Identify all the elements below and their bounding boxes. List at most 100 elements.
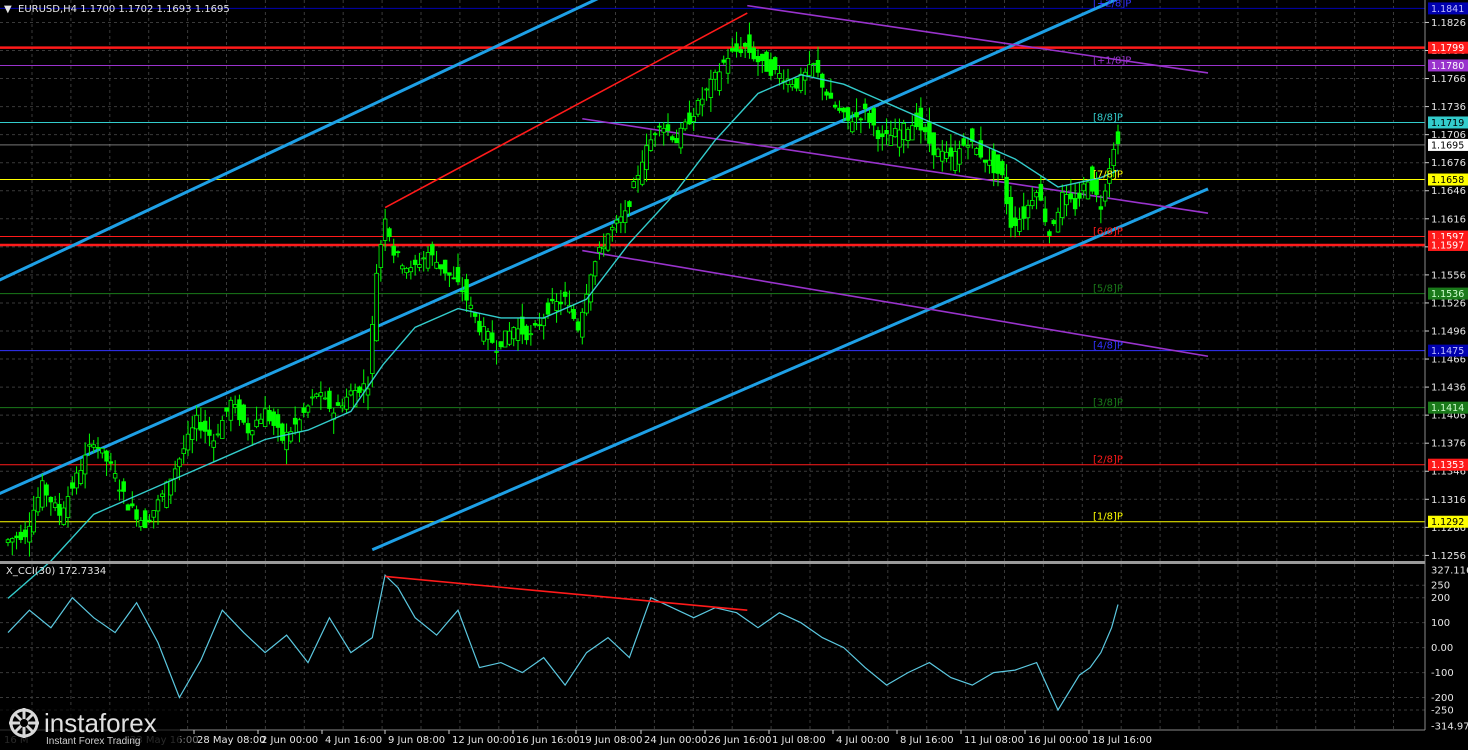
candle-body <box>224 407 229 412</box>
candle-body <box>661 127 666 133</box>
price-tag-label: 1.1780 <box>1431 61 1464 72</box>
candle-body <box>228 399 234 421</box>
price-tick-label: 1.1646 <box>1431 186 1466 197</box>
candle-body <box>472 312 478 317</box>
time-tick-label: 2 Jun 00:00 <box>261 735 318 746</box>
candle-body <box>160 493 165 497</box>
candle-body <box>430 244 435 256</box>
candle-body <box>237 399 242 421</box>
price-tag-label: 1.1658 <box>1431 175 1464 186</box>
candle-body <box>305 405 311 413</box>
candle-body <box>700 98 705 106</box>
candle-body <box>1004 176 1009 205</box>
candle-body <box>948 147 954 157</box>
time-tick-label: 4 Jul 00:00 <box>836 735 890 746</box>
candle-body <box>151 510 156 518</box>
candle-body <box>490 332 495 343</box>
candle-body <box>807 64 812 76</box>
candle-body <box>558 301 564 305</box>
candle-body <box>48 496 54 503</box>
candle-body <box>232 404 238 408</box>
candle-body <box>155 499 161 512</box>
time-tick-label: 11 Jul 08:00 <box>964 735 1024 746</box>
candle-body <box>524 325 529 341</box>
candle-body <box>670 136 675 141</box>
candle-body <box>597 246 602 253</box>
time-tick-label: 26 Jun 16:00 <box>708 735 772 746</box>
candle-body <box>922 127 928 133</box>
candle-body <box>340 405 345 409</box>
candle-body <box>695 100 701 115</box>
murrey-level-labels: [8/8]P [7/8]P [6/8]P [5/8]P [4/8]P [3/8]P [2/8… <box>1093 0 1131 523</box>
candle-body <box>61 507 66 525</box>
price-tick-label: 1.1346 <box>1431 467 1466 478</box>
price-tag-label: 1.1695 <box>1431 140 1464 151</box>
candle-body <box>635 175 641 180</box>
candle-body <box>190 427 195 440</box>
price-tick-label: 1.1736 <box>1431 102 1466 113</box>
candle-body <box>87 444 92 447</box>
price-tick-label: 1.1286 <box>1431 523 1466 534</box>
candle-body <box>202 420 208 432</box>
candle-body <box>884 130 889 134</box>
candle-body <box>520 316 525 335</box>
murrey-level-label: [+1/8]P <box>1093 55 1131 66</box>
candle-body <box>1081 183 1086 192</box>
candle-body <box>777 73 782 79</box>
price-tick-label: 1.1766 <box>1431 74 1466 85</box>
candle-body <box>734 43 739 52</box>
price-tick-label: 1.1556 <box>1431 270 1466 281</box>
purple-upper-line <box>747 4 1209 74</box>
pane-separator[interactable] <box>0 561 1425 564</box>
candle-body <box>1055 211 1061 233</box>
cci-tick-label: 200 <box>1431 593 1450 604</box>
price-tick-label: 1.1676 <box>1431 158 1466 169</box>
time-tick-label: 24 Jun 00:00 <box>644 735 708 746</box>
murrey-level-label: [5/8]P <box>1093 284 1123 295</box>
candle-body <box>1051 220 1056 225</box>
candle-body <box>378 244 384 268</box>
candle-body <box>78 470 84 484</box>
trend-lines <box>0 0 1209 552</box>
price-tick-label: 1.1256 <box>1431 551 1466 562</box>
candle-body <box>104 450 109 462</box>
candle-body <box>52 502 58 508</box>
candle-body <box>575 321 581 331</box>
candle-body <box>567 304 572 313</box>
candle-body <box>507 330 512 345</box>
candle-body <box>974 148 979 155</box>
brand-name: instaforex <box>44 708 157 738</box>
time-tick-label: 18 Jul 16:00 <box>1092 735 1152 746</box>
cci-tick-label: -314.975 <box>1431 722 1468 733</box>
cci-tick-label: 100 <box>1431 618 1450 629</box>
candle-body <box>1111 148 1116 167</box>
time-tick-label: 1 Jul 08:00 <box>772 735 826 746</box>
candle-body <box>198 422 204 431</box>
candle-body <box>704 88 709 91</box>
candle-body <box>511 327 516 340</box>
candle-body <box>687 112 692 125</box>
candle-body <box>211 440 216 448</box>
instaforex-watermark: instaforex Instant Forex Trading <box>0 705 180 750</box>
candle-body <box>292 417 298 425</box>
price-tag-bg <box>1428 515 1468 528</box>
time-tick-label: 9 Jun 08:00 <box>388 735 445 746</box>
candle-body <box>850 121 855 133</box>
candle-body <box>528 333 534 336</box>
candle-body <box>764 51 769 72</box>
candle-body <box>14 535 19 539</box>
time-tick-label: 16 Jun 16:00 <box>516 735 580 746</box>
candle-body <box>142 510 148 529</box>
candle-body <box>352 390 358 408</box>
cci-divergence-line <box>385 575 748 611</box>
candle-body <box>845 107 851 121</box>
candle-body <box>335 402 341 406</box>
candle-body <box>601 246 606 250</box>
candle-body <box>1030 200 1035 207</box>
purple-lower-line <box>582 249 1209 358</box>
candle-body <box>275 414 281 428</box>
cci-tick-label: 0.00 <box>1431 643 1453 654</box>
candle-body <box>760 53 765 62</box>
candle-body <box>880 133 885 138</box>
